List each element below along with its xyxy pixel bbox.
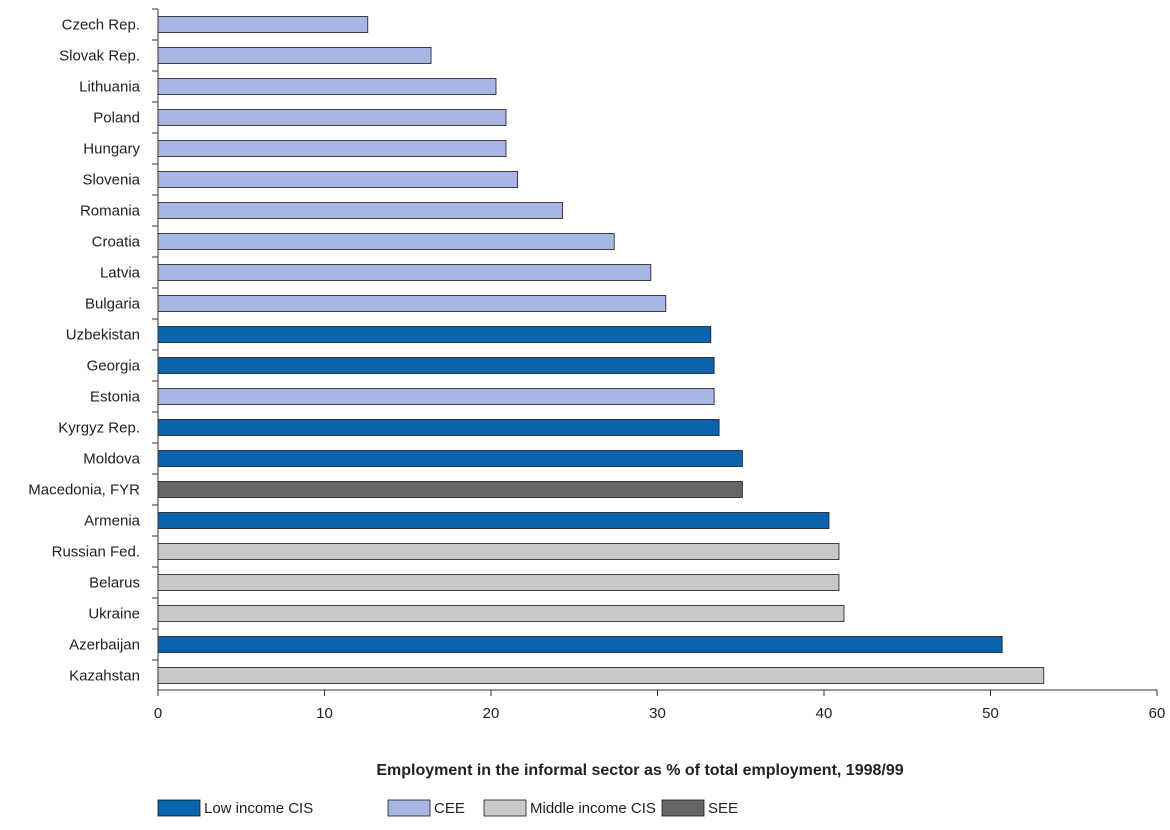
category-label: Moldova xyxy=(83,451,140,468)
bar-moldova xyxy=(157,450,743,467)
category-label: Uzbekistan xyxy=(66,327,140,344)
bar-georgia xyxy=(157,357,715,374)
category-label: Kyrgyz Rep. xyxy=(58,420,140,437)
x-axis-label: Employment in the informal sector as % o… xyxy=(376,762,903,779)
bar-slovak-rep xyxy=(157,47,432,64)
category-label: Belarus xyxy=(89,575,140,592)
category-label: Poland xyxy=(93,110,140,127)
category-label: Croatia xyxy=(92,234,141,251)
category-label: Macedonia, FYR xyxy=(28,482,140,499)
x-tick-label: 0 xyxy=(154,705,162,722)
bar-uzbekistan xyxy=(157,326,712,343)
category-label: Slovenia xyxy=(82,172,140,189)
category-label: Bulgaria xyxy=(85,296,141,313)
bar-bulgaria xyxy=(157,295,667,312)
category-label: Estonia xyxy=(90,389,141,406)
legend: Low income CIS CEE Middle income CIS SEE xyxy=(157,799,738,817)
legend-label: Low income CIS xyxy=(204,800,313,817)
category-labels: Czech Rep. Slovak Rep. Lithuania Poland Hung… xyxy=(28,17,140,685)
bar-estonia xyxy=(157,388,715,405)
bar-slovenia xyxy=(157,171,519,188)
category-label: Armenia xyxy=(84,513,141,530)
category-label: Georgia xyxy=(87,358,141,375)
x-tick-label: 50 xyxy=(982,705,999,722)
category-label: Romania xyxy=(80,203,141,220)
bar-croatia xyxy=(157,233,615,250)
bar-russian-fed xyxy=(157,543,840,560)
bar-kyrgyz-rep xyxy=(157,419,720,436)
legend-swatch xyxy=(661,799,705,817)
legend-swatch xyxy=(483,799,527,817)
category-label: Slovak Rep. xyxy=(59,48,140,65)
category-label: Kazahstan xyxy=(69,668,140,685)
category-label: Hungary xyxy=(83,141,140,158)
bar-poland xyxy=(157,109,507,126)
category-label: Russian Fed. xyxy=(52,544,140,561)
x-tick-label: 60 xyxy=(1149,705,1166,722)
category-label: Ukraine xyxy=(88,606,140,623)
x-tick-label: 40 xyxy=(816,705,833,722)
category-label: Latvia xyxy=(100,265,141,282)
legend-swatch xyxy=(157,799,201,817)
category-label: Czech Rep. xyxy=(62,17,140,34)
legend-label: SEE xyxy=(708,800,738,817)
bar-macedonia-fyr xyxy=(157,481,743,498)
bar-romania xyxy=(157,202,563,219)
bar-armenia xyxy=(157,512,830,529)
category-label: Azerbaijan xyxy=(69,637,140,654)
bar-kazahstan xyxy=(157,667,1045,684)
bars-layer xyxy=(157,16,1045,684)
category-label: Lithuania xyxy=(79,79,141,96)
bar-latvia xyxy=(157,264,652,281)
bar-lithuania xyxy=(157,78,497,95)
bar-azerbaijan xyxy=(157,636,1003,653)
x-tick-label: 30 xyxy=(649,705,666,722)
legend-label: CEE xyxy=(434,800,465,817)
x-tick-label: 20 xyxy=(483,705,500,722)
bar-belarus xyxy=(157,574,840,591)
x-axis: 0 10 20 30 40 50 60 xyxy=(152,8,1166,722)
bar-ukraine xyxy=(157,605,845,622)
x-tick-label: 10 xyxy=(316,705,333,722)
bar-hungary xyxy=(157,140,507,157)
legend-swatch xyxy=(387,799,431,817)
bar-czech-rep xyxy=(157,16,369,33)
legend-label: Middle income CIS xyxy=(530,800,656,817)
